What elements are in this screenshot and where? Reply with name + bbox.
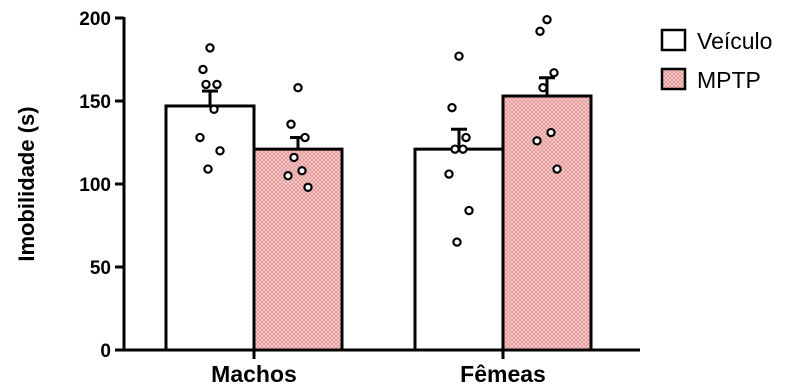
data-point: [303, 182, 313, 193]
data-point: [546, 127, 556, 138]
y-tick-label: 150: [79, 92, 111, 113]
legend-label-veiculo: Veículo: [697, 28, 772, 54]
data-point: [195, 132, 205, 143]
data-point: [297, 166, 307, 176]
data-point: [212, 79, 222, 90]
category-label: Fêmeas: [460, 361, 546, 387]
bars: [164, 94, 593, 352]
data-point: [458, 144, 468, 154]
data-point: [201, 79, 211, 90]
data-point: [542, 14, 552, 25]
data-point: [535, 26, 545, 36]
data-point: [215, 146, 225, 156]
data-point: [452, 237, 462, 247]
data-point: [283, 170, 293, 181]
bar: [501, 94, 593, 352]
data-point: [552, 164, 562, 174]
data-point: [209, 104, 219, 115]
data-point: [549, 68, 559, 78]
data-point: [444, 169, 454, 179]
y-tick-label: 100: [79, 175, 111, 196]
legend-label-mptp: MPTP: [697, 67, 761, 93]
legend-swatch-mptp: [660, 67, 687, 91]
data-point: [289, 152, 299, 163]
data-point: [300, 132, 310, 143]
data-point: [538, 83, 548, 93]
data-point: [461, 132, 471, 143]
data-point: [293, 83, 303, 93]
bar: [252, 147, 344, 352]
legend-swatch-veiculo: [660, 28, 687, 52]
bar: [413, 147, 505, 352]
data-point: [464, 205, 474, 216]
data-point: [454, 51, 464, 61]
y-axis-label: Imobilidade (s): [14, 106, 39, 261]
data-points: [195, 14, 562, 247]
data-point: [205, 43, 215, 53]
legend: Veículo MPTP: [660, 28, 772, 93]
data-point: [447, 102, 457, 113]
category-labels: Machos Fêmeas: [211, 361, 546, 387]
data-point: [286, 119, 296, 129]
data-point: [198, 64, 208, 75]
y-tick-label: 50: [90, 258, 111, 279]
bar: [164, 104, 256, 352]
data-point: [203, 164, 213, 174]
data-point: [532, 136, 542, 146]
y-tick-label: 0: [100, 341, 111, 362]
data-point: [450, 144, 460, 154]
category-label: Machos: [211, 361, 297, 387]
y-tick-label: 200: [79, 9, 111, 30]
